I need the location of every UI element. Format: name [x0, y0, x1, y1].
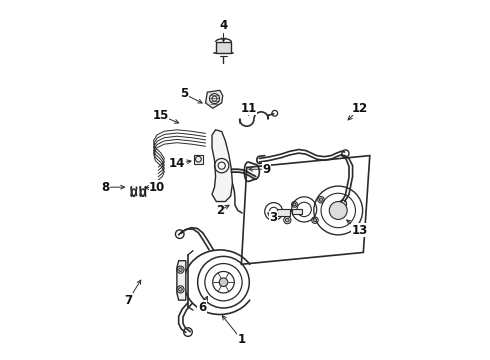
Circle shape	[313, 219, 317, 222]
Text: 15: 15	[152, 109, 169, 122]
Circle shape	[286, 219, 289, 222]
Text: 2: 2	[216, 204, 224, 217]
Circle shape	[179, 268, 182, 271]
Bar	[292, 209, 302, 215]
Circle shape	[329, 202, 347, 220]
Text: 3: 3	[270, 211, 278, 224]
Text: 13: 13	[352, 224, 368, 237]
Text: 4: 4	[220, 19, 228, 32]
Bar	[216, 42, 231, 53]
Bar	[277, 209, 290, 216]
Text: 9: 9	[262, 163, 270, 176]
Text: 1: 1	[237, 333, 245, 346]
Circle shape	[219, 278, 228, 287]
Text: 12: 12	[352, 102, 368, 115]
Text: 6: 6	[198, 301, 206, 314]
Bar	[194, 155, 203, 163]
Polygon shape	[177, 261, 186, 300]
Text: 10: 10	[149, 181, 165, 194]
Circle shape	[319, 198, 322, 201]
Polygon shape	[212, 130, 232, 202]
Circle shape	[293, 203, 296, 206]
Circle shape	[179, 288, 182, 291]
Text: 5: 5	[180, 87, 188, 100]
Text: 8: 8	[101, 181, 109, 194]
Polygon shape	[205, 90, 223, 108]
Text: 14: 14	[169, 157, 185, 170]
Text: 7: 7	[124, 294, 132, 307]
Text: 11: 11	[241, 102, 257, 115]
Polygon shape	[242, 156, 370, 264]
